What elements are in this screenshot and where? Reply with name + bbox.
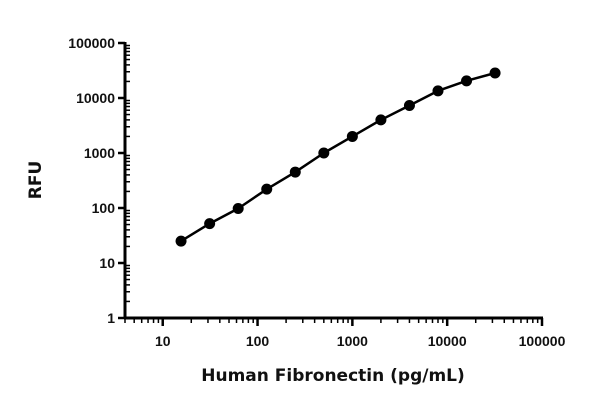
y-tick-label: 1	[107, 310, 115, 326]
y-tick-label: 1000	[84, 145, 115, 161]
x-axis: 10 100 1000 10000 100000	[124, 316, 566, 349]
curve-line	[180, 71, 496, 243]
y-tick-label: 100000	[68, 35, 115, 51]
data-point	[489, 67, 501, 79]
y-tick-label: 10000	[76, 90, 115, 106]
data-point	[375, 114, 387, 126]
data-point	[461, 75, 473, 87]
data-series	[175, 67, 501, 247]
data-point	[175, 235, 187, 247]
x-tick-label: 10000	[428, 333, 467, 349]
data-point	[232, 202, 244, 214]
data-point	[346, 130, 358, 142]
x-tick-label: 10	[155, 333, 171, 349]
x-tick-label: 100000	[519, 333, 566, 349]
x-tick-label: 1000	[337, 333, 368, 349]
data-point	[432, 85, 444, 97]
y-axis: 1 10 100 1000 10000 100000	[68, 35, 130, 326]
y-tick-label: 10	[99, 255, 115, 271]
x-tick-label: 100	[246, 333, 270, 349]
y-tick-label: 100	[92, 200, 116, 216]
data-point	[318, 147, 330, 159]
x-axis-title: Human Fibronectin (pg/mL)	[201, 366, 465, 386]
data-point	[261, 183, 273, 195]
y-axis-title: RFU	[26, 161, 46, 200]
data-point	[289, 166, 301, 178]
data-point	[403, 100, 415, 112]
data-point	[204, 218, 216, 230]
